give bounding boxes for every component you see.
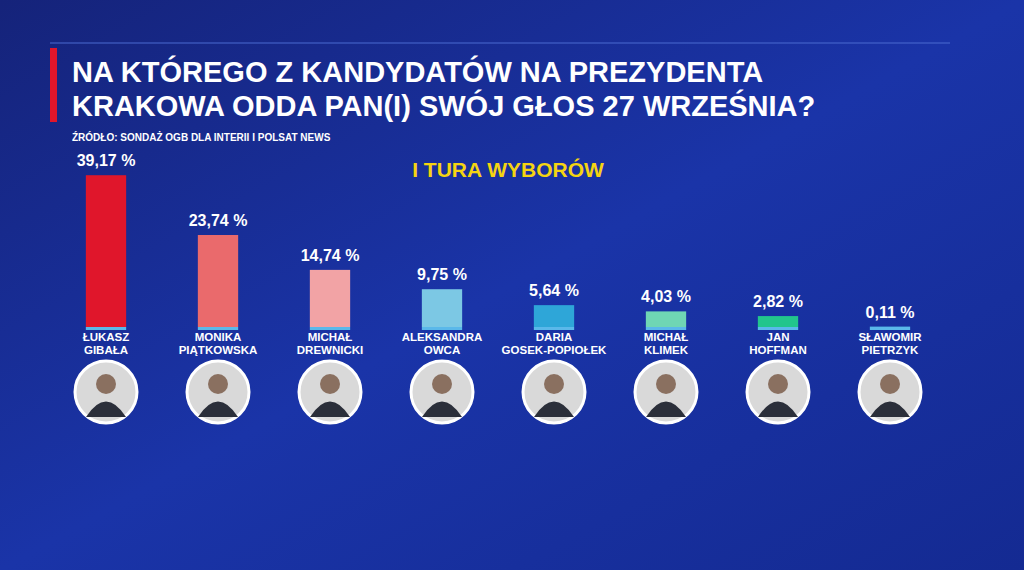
bar	[422, 289, 462, 327]
source: ŹRÓDŁO: SONDAŻ OGB DLA INTERII I POLSAT …	[72, 131, 331, 143]
photo-body	[86, 402, 126, 418]
bar-base	[534, 327, 574, 330]
bar-base	[870, 327, 910, 330]
photo-head	[320, 374, 340, 394]
candidate-photo	[187, 361, 249, 423]
photo-frame	[523, 361, 585, 423]
photo-head	[432, 374, 452, 394]
category-label: ŁUKASZGIBAŁA	[83, 331, 130, 356]
photo-frame	[635, 361, 697, 423]
photo-head	[544, 374, 564, 394]
data-label: 39,17 %	[77, 152, 136, 169]
category-label: MICHAŁKLIMEK	[644, 331, 689, 356]
photo-body	[534, 402, 574, 418]
photo-head	[96, 374, 116, 394]
background	[0, 0, 1024, 570]
category-label: DARIAGOSEK-POPIOŁEK	[502, 331, 607, 356]
photo-body	[758, 402, 798, 418]
title-accent	[50, 48, 57, 122]
photo-head	[208, 374, 228, 394]
data-label: 2,82 %	[753, 293, 803, 310]
photo-frame	[747, 361, 809, 423]
bar-base	[422, 327, 462, 330]
bar	[86, 175, 126, 327]
data-label: 4,03 %	[641, 288, 691, 305]
photo-frame	[299, 361, 361, 423]
data-label: 0,11 %	[866, 304, 915, 321]
category-label: ALEKSANDRAOWCA	[402, 331, 483, 356]
candidate-photo	[523, 361, 585, 423]
photo-body	[198, 402, 238, 418]
header-rule	[50, 43, 950, 44]
photo-body	[646, 402, 686, 418]
candidate-photo	[747, 361, 809, 423]
category-label: SŁAWOMIRPIETRZYK	[858, 331, 922, 356]
data-label: 9,75 %	[417, 266, 467, 283]
photo-body	[870, 402, 910, 418]
photo-frame	[859, 361, 921, 423]
bar-base	[198, 327, 238, 330]
category-label: MICHAŁDREWNICKI	[297, 331, 363, 356]
data-label: 5,64 %	[529, 282, 579, 299]
photo-head	[880, 374, 900, 394]
bar	[870, 326, 910, 327]
bar	[646, 311, 686, 327]
candidate-photo	[299, 361, 361, 423]
category-label: MONIKAPIĄTKOWSKA	[179, 331, 258, 356]
category-label: JANHOFFMAN	[749, 331, 807, 356]
data-label: 23,74 %	[189, 212, 248, 229]
photos	[75, 361, 921, 423]
bars	[86, 175, 910, 327]
bar	[758, 316, 798, 327]
photo-frame	[411, 361, 473, 423]
bar	[198, 235, 238, 327]
candidate-photo	[859, 361, 921, 423]
bar-base	[758, 327, 798, 330]
photo-head	[768, 374, 788, 394]
bar	[310, 270, 350, 327]
photo-frame	[187, 361, 249, 423]
chart: NA KTÓREGO Z KANDYDATÓW NA PREZYDENTAKRA…	[0, 0, 1024, 570]
bar-base	[646, 327, 686, 330]
bar	[534, 305, 574, 327]
subtitle: I TURA WYBORÓW	[412, 158, 604, 181]
candidate-photo	[75, 361, 137, 423]
category-labels: ŁUKASZGIBAŁA MONIKAPIĄTKOWSKA MICHAŁDREWNI…	[83, 331, 923, 356]
bar-base	[310, 327, 350, 330]
data-label: 14,74 %	[301, 247, 360, 264]
photo-frame	[75, 361, 137, 423]
candidate-photo	[411, 361, 473, 423]
photo-head	[656, 374, 676, 394]
photo-body	[422, 402, 462, 418]
candidate-photo	[635, 361, 697, 423]
photo-body	[310, 402, 350, 418]
title: NA KTÓREGO Z KANDYDATÓW NA PREZYDENTAKRA…	[72, 55, 815, 122]
bar-base	[86, 327, 126, 330]
